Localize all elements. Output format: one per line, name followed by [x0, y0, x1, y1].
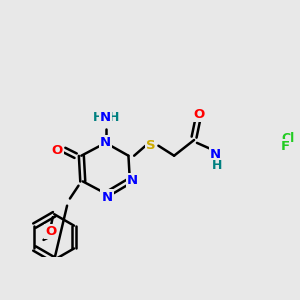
Text: H: H	[212, 159, 222, 172]
Text: N: N	[127, 174, 138, 187]
Text: O: O	[194, 108, 205, 121]
Text: N: N	[101, 190, 112, 204]
Text: N: N	[210, 148, 221, 161]
Text: S: S	[146, 139, 156, 152]
Text: O: O	[45, 225, 56, 238]
Text: O: O	[52, 143, 63, 157]
Text: N: N	[100, 111, 111, 124]
Text: N: N	[100, 136, 111, 149]
Text: H: H	[93, 111, 104, 124]
Text: F: F	[281, 140, 290, 153]
Text: H: H	[109, 111, 119, 124]
Text: Cl: Cl	[282, 132, 295, 145]
